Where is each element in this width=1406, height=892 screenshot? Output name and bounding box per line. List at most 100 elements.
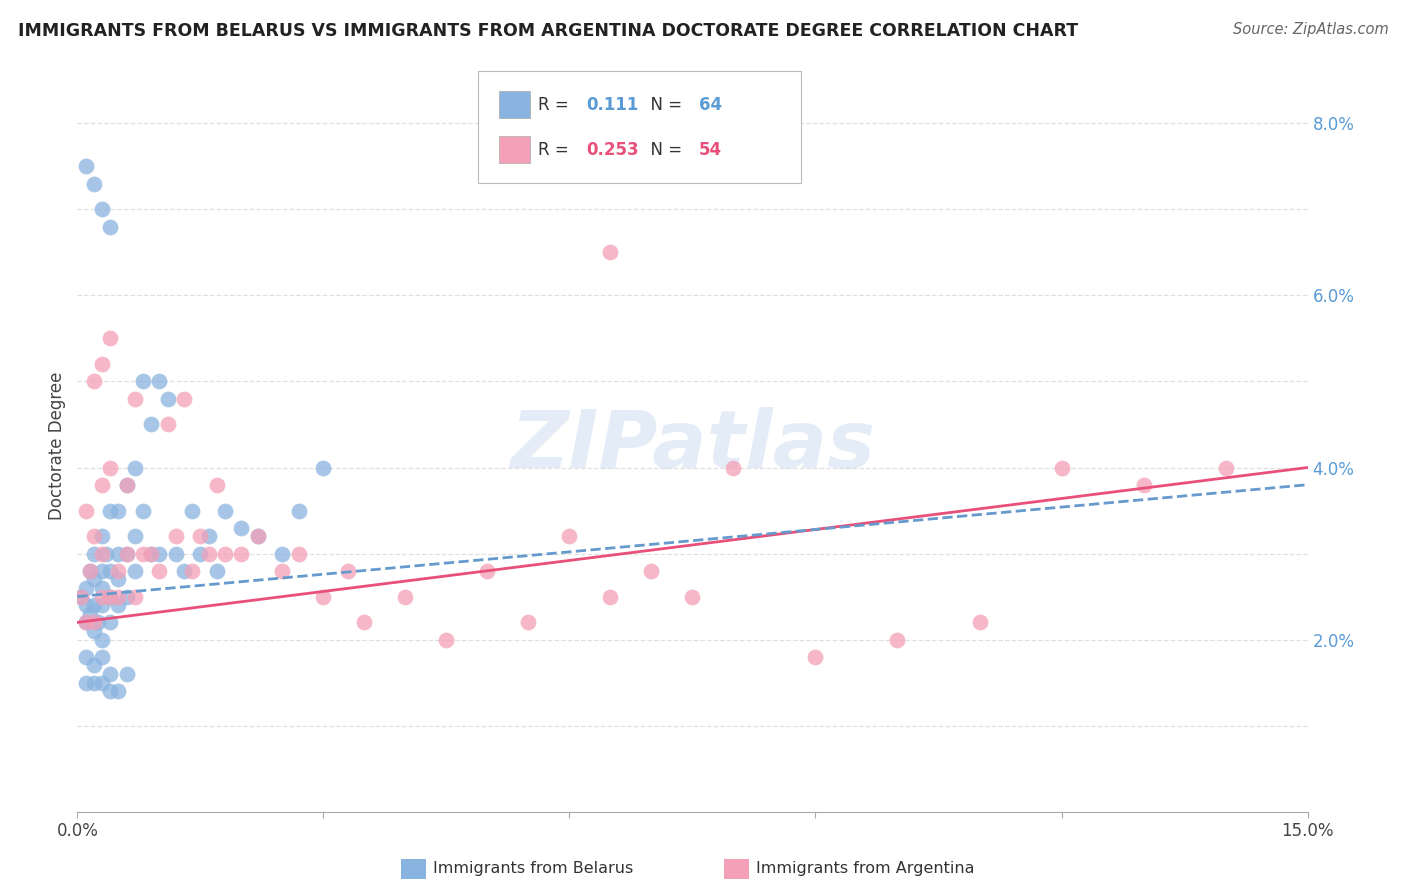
Point — [132, 375, 155, 389]
Text: 0.111: 0.111 — [586, 95, 638, 113]
Point — [70, 590, 93, 604]
Point — [75, 503, 97, 517]
Point — [288, 547, 311, 561]
Point — [98, 590, 121, 604]
Point — [353, 615, 375, 630]
Text: Immigrants from Belarus: Immigrants from Belarus — [433, 862, 633, 876]
Point — [205, 564, 228, 578]
Text: IMMIGRANTS FROM BELARUS VS IMMIGRANTS FROM ARGENTINA DOCTORATE DEGREE CORRELATIO: IMMIGRANTS FROM BELARUS VS IMMIGRANTS FR… — [18, 22, 1078, 40]
Point — [98, 219, 121, 234]
Point — [271, 564, 294, 578]
Point — [115, 547, 138, 561]
Point — [98, 684, 121, 698]
Point — [173, 392, 195, 406]
Point — [156, 417, 179, 432]
Point — [231, 547, 253, 561]
Point — [98, 615, 121, 630]
Point — [83, 547, 105, 561]
Point — [90, 632, 114, 647]
Point — [90, 529, 114, 543]
Text: N =: N = — [640, 141, 688, 159]
Point — [94, 547, 117, 561]
Point — [87, 615, 110, 630]
Point — [75, 598, 97, 612]
Point — [107, 590, 129, 604]
Point — [115, 667, 138, 681]
Point — [337, 564, 360, 578]
Point — [288, 503, 311, 517]
Point — [214, 503, 236, 517]
Point — [115, 547, 138, 561]
Text: R =: R = — [538, 95, 575, 113]
Point — [599, 245, 621, 260]
Point — [132, 547, 155, 561]
Point — [90, 357, 114, 371]
Point — [115, 477, 138, 491]
Point — [107, 503, 129, 517]
Text: ZIPatlas: ZIPatlas — [510, 407, 875, 485]
Point — [141, 547, 163, 561]
Point — [83, 375, 105, 389]
Point — [804, 649, 827, 664]
Point — [90, 675, 114, 690]
Point — [98, 564, 121, 578]
Point — [83, 675, 105, 690]
Point — [79, 607, 101, 621]
Point — [141, 417, 163, 432]
Text: R =: R = — [538, 141, 575, 159]
Point — [165, 529, 187, 543]
Point — [90, 581, 114, 595]
Point — [1132, 477, 1154, 491]
Point — [124, 460, 146, 475]
Point — [132, 503, 155, 517]
Point — [188, 547, 212, 561]
Point — [83, 615, 105, 630]
Point — [640, 564, 662, 578]
Text: N =: N = — [640, 95, 688, 113]
Point — [148, 375, 170, 389]
Point — [886, 632, 908, 647]
Point — [83, 529, 105, 543]
Point — [107, 564, 129, 578]
Point — [124, 590, 146, 604]
Point — [79, 564, 101, 578]
Point — [723, 460, 745, 475]
Point — [231, 521, 253, 535]
Point — [124, 529, 146, 543]
Text: Immigrants from Argentina: Immigrants from Argentina — [756, 862, 974, 876]
Point — [156, 392, 179, 406]
Point — [1050, 460, 1073, 475]
Point — [197, 529, 219, 543]
Point — [70, 590, 93, 604]
Point — [148, 564, 170, 578]
Point — [214, 547, 236, 561]
Point — [246, 529, 269, 543]
Point — [682, 590, 704, 604]
Point — [83, 573, 105, 587]
Point — [83, 177, 105, 191]
Point — [83, 598, 105, 612]
Point — [436, 632, 458, 647]
Point — [969, 615, 991, 630]
Point — [188, 529, 212, 543]
Y-axis label: Doctorate Degree: Doctorate Degree — [48, 372, 66, 520]
Point — [181, 564, 204, 578]
Point — [517, 615, 540, 630]
Point — [83, 658, 105, 673]
Point — [124, 564, 146, 578]
Point — [75, 159, 97, 173]
Point — [90, 547, 114, 561]
Point — [115, 590, 138, 604]
Point — [246, 529, 269, 543]
Point — [98, 331, 121, 345]
Point — [107, 573, 129, 587]
Point — [165, 547, 187, 561]
Text: Source: ZipAtlas.com: Source: ZipAtlas.com — [1233, 22, 1389, 37]
Text: 0.253: 0.253 — [586, 141, 638, 159]
Point — [124, 392, 146, 406]
Point — [90, 649, 114, 664]
Point — [75, 675, 97, 690]
Point — [79, 564, 101, 578]
Point — [83, 624, 105, 638]
Point — [141, 547, 163, 561]
